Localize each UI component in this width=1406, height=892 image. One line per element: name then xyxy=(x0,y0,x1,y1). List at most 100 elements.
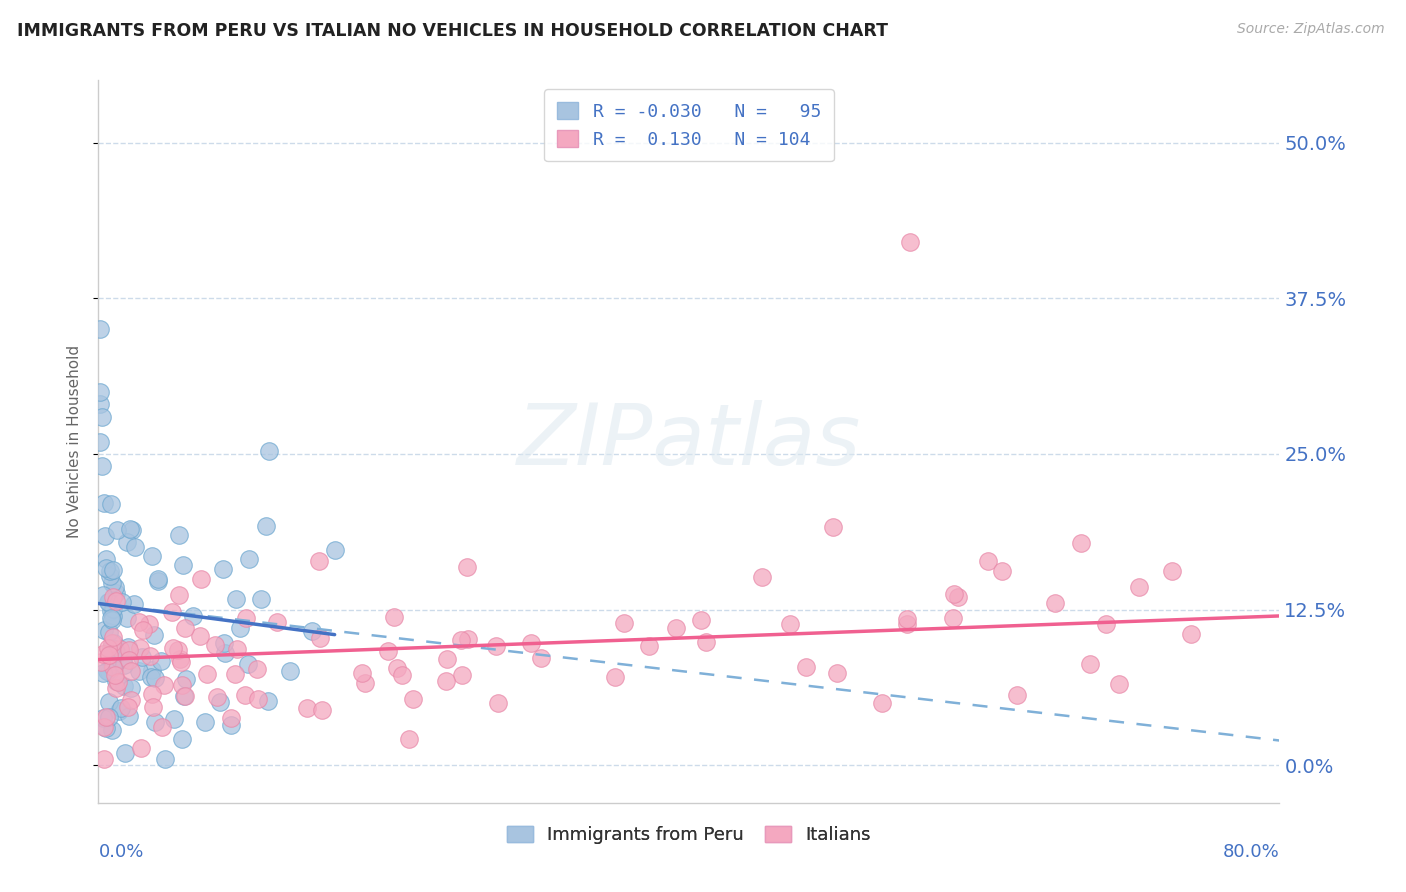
Point xyxy=(107,675,129,690)
Point xyxy=(115,610,138,624)
Point xyxy=(128,615,150,629)
Point xyxy=(107,704,129,718)
Point xyxy=(1094,617,1116,632)
Point xyxy=(153,678,176,692)
Point xyxy=(143,714,166,729)
Point xyxy=(170,732,193,747)
Point xyxy=(103,563,125,577)
Point xyxy=(114,747,136,761)
Point xyxy=(943,587,966,601)
Point xyxy=(190,629,212,643)
Point xyxy=(91,666,114,681)
Point xyxy=(103,659,125,673)
Point xyxy=(93,496,115,510)
Point xyxy=(1128,580,1150,594)
Point xyxy=(138,616,160,631)
Point xyxy=(93,752,115,766)
Point xyxy=(103,609,125,624)
Point xyxy=(96,664,118,678)
Point xyxy=(259,444,281,458)
Point xyxy=(89,397,111,411)
Point xyxy=(94,560,117,574)
Point xyxy=(794,660,817,674)
Point xyxy=(173,621,195,635)
Point xyxy=(219,718,242,732)
Point xyxy=(97,625,120,640)
Point xyxy=(98,568,121,582)
Point xyxy=(391,668,413,682)
Text: IMMIGRANTS FROM PERU VS ITALIAN NO VEHICLES IN HOUSEHOLD CORRELATION CHART: IMMIGRANTS FROM PERU VS ITALIAN NO VEHIC… xyxy=(17,22,887,40)
Point xyxy=(89,434,111,449)
Point xyxy=(111,652,134,666)
Point xyxy=(100,611,122,625)
Point xyxy=(238,552,260,566)
Point xyxy=(172,678,194,692)
Point xyxy=(457,560,479,574)
Point xyxy=(1043,596,1066,610)
Point xyxy=(823,520,845,534)
Point xyxy=(100,636,122,650)
Point xyxy=(194,715,217,730)
Point xyxy=(233,688,256,702)
Point xyxy=(1180,626,1202,640)
Point xyxy=(181,608,204,623)
Point xyxy=(436,652,458,666)
Point xyxy=(105,673,128,688)
Point xyxy=(100,497,122,511)
Point xyxy=(214,646,236,660)
Point xyxy=(163,712,186,726)
Point xyxy=(247,692,270,706)
Text: ZIPatlas: ZIPatlas xyxy=(517,400,860,483)
Point xyxy=(100,723,122,737)
Point xyxy=(146,573,169,587)
Point xyxy=(190,572,212,586)
Point xyxy=(825,666,848,681)
Point xyxy=(98,565,121,579)
Point xyxy=(450,668,472,682)
Point xyxy=(100,641,122,656)
Point xyxy=(896,612,918,626)
Point xyxy=(457,632,479,647)
Point xyxy=(100,604,122,618)
Point xyxy=(398,732,420,747)
Point xyxy=(991,564,1014,578)
Point xyxy=(434,673,457,688)
Point xyxy=(118,643,141,657)
Point xyxy=(613,615,636,630)
Point xyxy=(101,601,124,615)
Point xyxy=(107,523,129,537)
Point xyxy=(162,605,183,619)
Point xyxy=(100,576,122,591)
Point xyxy=(169,651,191,665)
Point xyxy=(120,522,142,536)
Point xyxy=(142,628,165,642)
Text: 0.0%: 0.0% xyxy=(98,843,143,861)
Point xyxy=(141,663,163,677)
Point xyxy=(96,640,118,655)
Point xyxy=(236,657,259,672)
Point xyxy=(250,591,273,606)
Point xyxy=(167,642,190,657)
Point xyxy=(173,689,195,703)
Point xyxy=(105,593,128,607)
Point xyxy=(385,661,408,675)
Point xyxy=(229,621,252,635)
Point xyxy=(450,633,472,648)
Point xyxy=(246,662,269,676)
Point xyxy=(382,610,405,624)
Point xyxy=(111,594,134,608)
Point xyxy=(129,740,152,755)
Point xyxy=(118,653,141,667)
Point xyxy=(976,554,998,568)
Point xyxy=(665,621,688,635)
Point xyxy=(142,699,165,714)
Point xyxy=(311,703,333,717)
Point xyxy=(209,695,232,709)
Point xyxy=(101,613,124,627)
Point xyxy=(254,518,277,533)
Point xyxy=(377,644,399,658)
Point xyxy=(308,554,330,568)
Point xyxy=(124,540,146,554)
Point xyxy=(520,636,543,650)
Point xyxy=(896,616,918,631)
